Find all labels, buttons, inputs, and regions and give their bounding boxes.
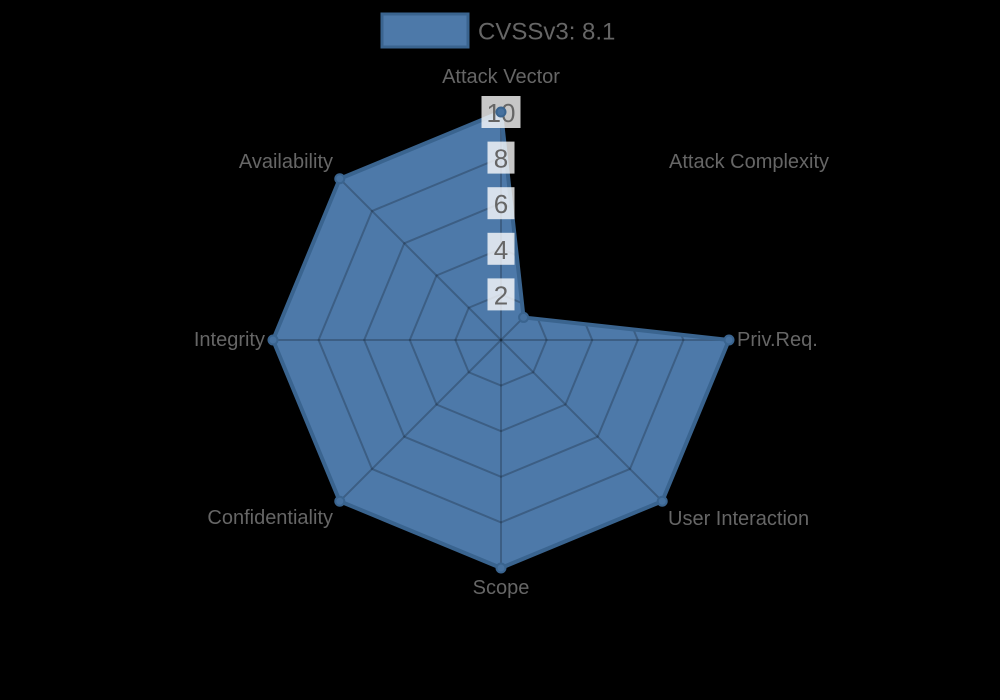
legend-swatch[interactable] bbox=[380, 12, 470, 49]
tick-label-6: 6 bbox=[494, 189, 508, 219]
data-point-priv-req[interactable] bbox=[723, 334, 735, 346]
axis-label-confidentiality: Confidentiality bbox=[207, 507, 333, 529]
tick-backdrop-4 bbox=[487, 232, 515, 265]
grid-ring-8 bbox=[317, 156, 685, 524]
axis-label-availability: Availability bbox=[239, 151, 333, 173]
angle-line-confidentiality bbox=[339, 339, 502, 502]
axis-label-scope: Scope bbox=[473, 577, 530, 599]
tick-label-4: 4 bbox=[494, 235, 508, 265]
axis-label-user-interaction: User Interaction bbox=[668, 508, 809, 530]
grid-ring-6 bbox=[363, 202, 639, 478]
axis-label-attack-vector: Attack Vector bbox=[442, 66, 560, 88]
data-point-scope[interactable] bbox=[495, 562, 507, 574]
legend-label[interactable]: CVSSv3: 8.1 bbox=[478, 19, 615, 46]
grid-ring-4 bbox=[408, 247, 594, 433]
angle-line-availability bbox=[339, 178, 502, 341]
data-point-attack-complexity[interactable] bbox=[518, 311, 530, 323]
tick-backdrop-8 bbox=[487, 141, 515, 174]
tick-label-2: 2 bbox=[494, 280, 508, 310]
data-point-confidentiality[interactable] bbox=[334, 495, 346, 507]
angle-line-attack-complexity bbox=[500, 178, 663, 341]
dataset-fill-area bbox=[273, 112, 729, 568]
axis-label-priv-req: Priv.Req. bbox=[737, 329, 818, 351]
data-point-user-interaction[interactable] bbox=[656, 495, 668, 507]
tick-backdrop-6 bbox=[487, 187, 515, 220]
angle-line-user-interaction bbox=[500, 339, 663, 502]
axis-label-attack-complexity: Attack Complexity bbox=[669, 151, 829, 173]
data-point-attack-vector[interactable] bbox=[495, 106, 507, 118]
data-point-integrity[interactable] bbox=[267, 334, 279, 346]
data-point-availability[interactable] bbox=[334, 173, 346, 185]
tick-backdrop-2 bbox=[487, 278, 515, 311]
axis-label-integrity: Integrity bbox=[194, 329, 265, 351]
tick-label-8: 8 bbox=[494, 144, 508, 174]
